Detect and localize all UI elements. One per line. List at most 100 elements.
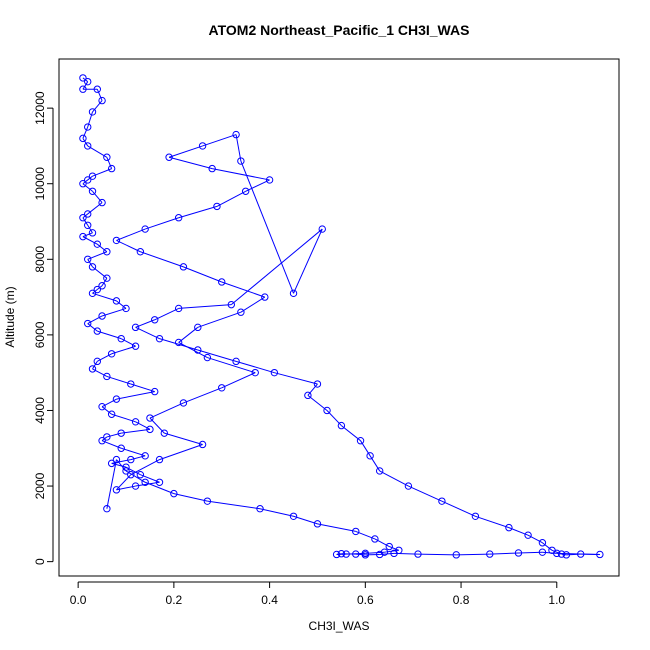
plot-area [79,74,604,559]
data-point [88,108,97,116]
data-point [203,353,212,362]
data-point [414,550,422,558]
series-segment [135,421,151,430]
data-point [553,549,561,558]
data-point [151,387,159,396]
series-segment [259,508,294,517]
data-point [93,285,101,294]
data-point [127,455,135,464]
data-point [203,497,212,505]
data-point [261,293,269,301]
data-point [107,410,116,418]
data-point [98,402,106,411]
series-segment [92,100,103,113]
data-point [237,308,245,316]
series-segment [87,323,98,332]
data-point [79,180,87,188]
x-tick-label: 0.2 [166,593,183,607]
data-point [313,520,322,528]
series-segment [135,326,160,340]
series-segment [116,228,146,241]
series-segment [293,228,323,294]
data-point [141,478,149,486]
y-tick-label: 2000 [33,472,47,499]
series-segment [235,134,242,162]
data-point [337,550,346,558]
data-point [514,549,523,557]
series-segment [101,398,117,408]
data-point [375,550,384,559]
data-point [79,214,87,222]
data-point [112,486,121,494]
series-segment [561,553,567,556]
data-point [371,535,379,543]
data-point [131,418,140,426]
data-point [404,482,413,490]
series-segment [125,470,146,483]
y-tick-label: 6000 [33,321,47,348]
series-segment [106,375,131,385]
y-tick-label: 0 [33,558,47,565]
data-point [174,338,183,347]
series-segment [417,553,457,556]
data-point [98,96,106,105]
data-point [103,505,111,513]
data-point [117,334,125,343]
data-point [174,214,183,222]
data-point [395,546,403,555]
data-point [170,489,178,498]
data-point [122,467,130,475]
series-segment [149,402,184,419]
data-point [251,368,259,377]
data-point [103,433,111,441]
data-point [337,421,346,430]
series-segment [307,383,318,396]
series-segment [168,145,203,158]
data-point [93,85,101,93]
series-segment [140,251,184,268]
data-point [208,164,216,173]
data-point [112,297,121,305]
series-segment [202,134,237,147]
data-point [84,221,92,229]
series-segment [144,217,179,230]
data-point [179,263,188,271]
data-point [112,455,121,464]
data-point [151,316,159,324]
data-point [84,319,92,328]
series-segment [230,228,323,306]
series-segment [82,183,93,192]
x-tick-label: 0.8 [453,593,470,607]
series-segment [96,89,103,101]
data-point [524,531,532,539]
data-point [84,123,92,131]
data-point [577,550,585,558]
series-segment [556,552,600,555]
data-point [198,142,207,150]
series-segment [221,372,256,389]
series-segment [389,546,400,551]
data-point [227,300,236,309]
series-segment [82,138,89,147]
x-axis: 0.0 0.2 0.4 0.6 0.8 1.0 [70,581,565,607]
series-segment [240,160,294,294]
series-segment [178,326,199,343]
series-segment [92,190,103,203]
data-point [84,210,92,218]
series-segment [87,111,93,128]
data-point [141,225,149,233]
data-point [332,550,341,559]
series-segment [87,145,108,158]
y-axis: 0 2000 4000 6000 8000 10000 12000 [33,91,54,565]
data-point [103,274,111,282]
data-point [342,550,350,558]
series-segment [106,432,122,438]
data-point [127,471,135,479]
data-point [232,357,240,366]
series-segment [178,342,208,359]
data-point [318,225,326,233]
chart-title: ATOM2 Northeast_Pacific_1 CH3I_WAS [209,22,470,38]
data-point [366,452,374,460]
series-segment [87,315,103,324]
data-point [84,77,92,86]
